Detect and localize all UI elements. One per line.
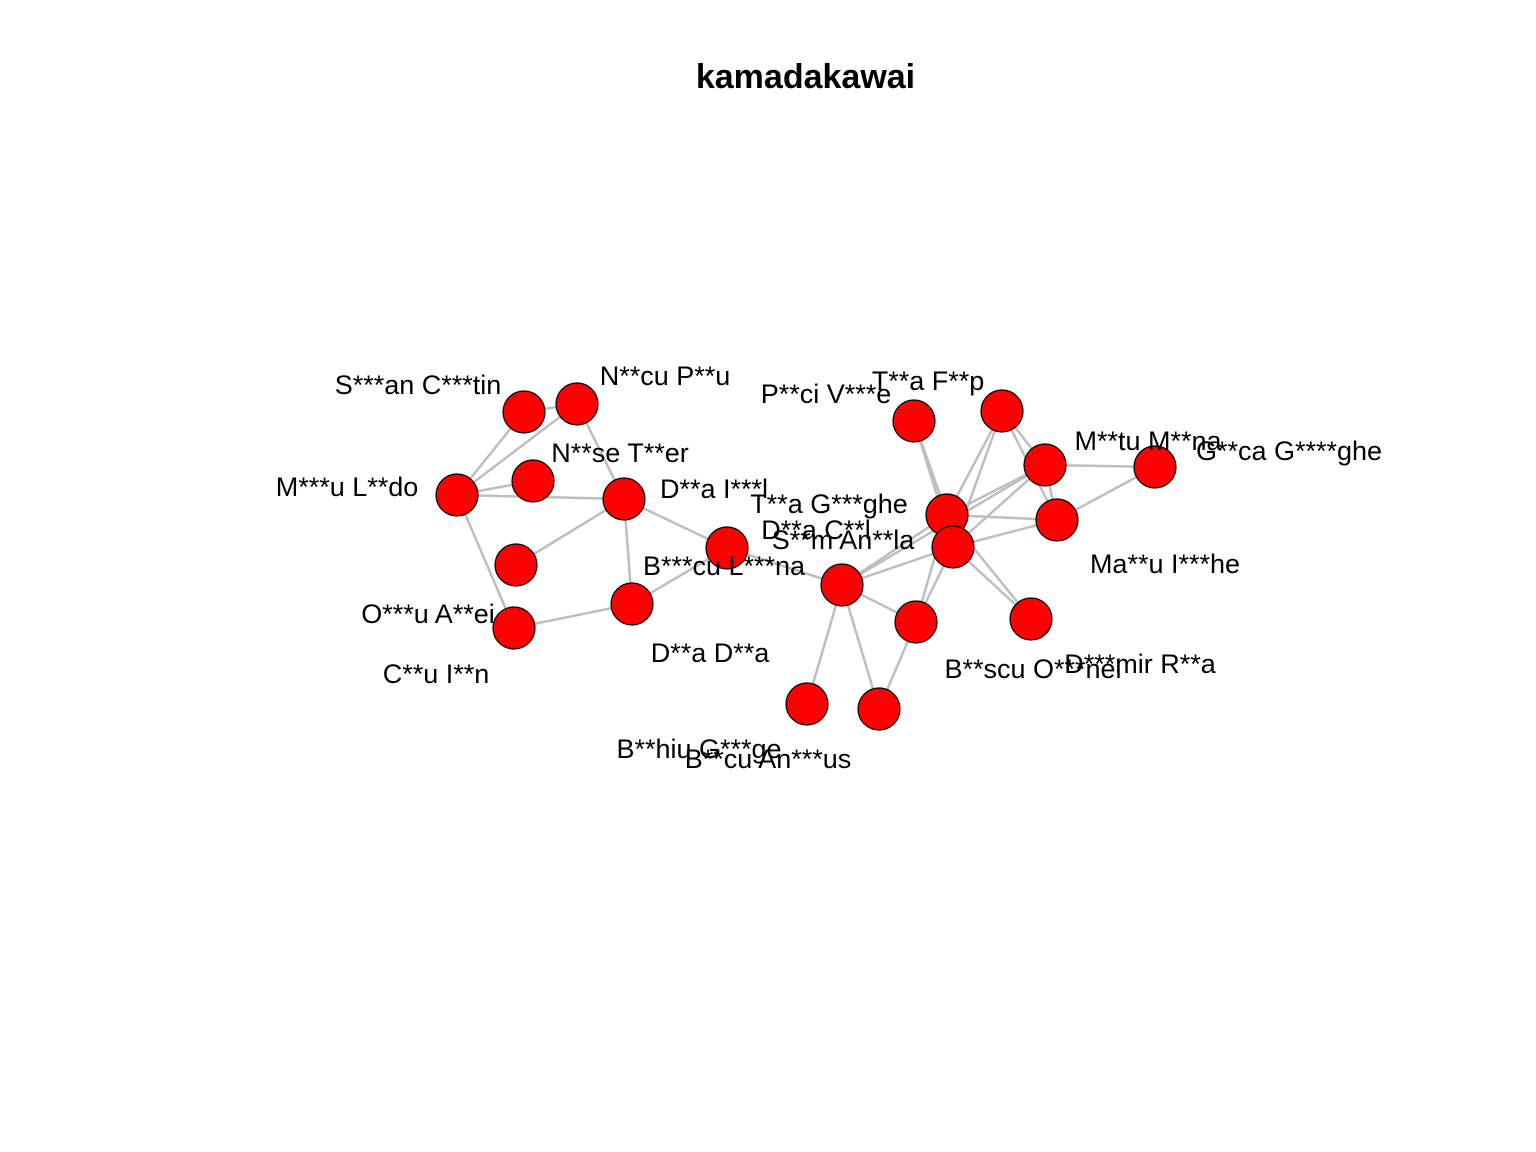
node-n9 — [705, 526, 749, 570]
node-label-n4: M***u L**do — [276, 472, 419, 502]
node-label-n19: M**tu M**na — [1074, 426, 1222, 456]
node-n3 — [511, 459, 555, 503]
edge-n4-n7 — [455, 494, 516, 629]
node-n10 — [820, 563, 864, 607]
node-n14 — [1009, 597, 1053, 641]
node-label-n11: B**hiu G***ge — [616, 734, 781, 764]
node-label-n1: S***an C***tin — [335, 370, 502, 400]
node-layer — [435, 382, 1177, 731]
node-label-n9: B***cu L***na — [643, 551, 806, 581]
node-n4 — [435, 473, 479, 517]
node-label-n2: N**cu P**u — [600, 361, 731, 391]
node-label-n21: Ma**u I***he — [1090, 549, 1240, 579]
node-n13 — [894, 600, 938, 644]
node-label-n13: B**scu O***nel — [944, 654, 1121, 684]
node-n12 — [857, 687, 901, 731]
node-n7 — [492, 606, 536, 650]
node-label-n15: D**a C**l — [761, 515, 871, 545]
node-label-n3: N**se T**er — [551, 438, 689, 468]
node-label-n17: P**ci V***e — [761, 379, 892, 409]
node-n16 — [931, 525, 975, 569]
node-label-n12: B**cu An***us — [685, 744, 852, 774]
node-n6 — [494, 543, 538, 587]
node-n19 — [1023, 443, 1067, 487]
node-n20 — [1133, 445, 1177, 489]
node-n11 — [785, 682, 829, 726]
graph-title: kamadakawai — [695, 58, 916, 96]
node-label-n6: O***u A**ei — [361, 599, 495, 629]
node-n2 — [555, 382, 599, 426]
node-n8 — [610, 582, 654, 626]
node-label-n7: C**u I**n — [383, 659, 490, 689]
label-layer: S***an C***tin N**cu P**u N**se T**er M***u… — [276, 361, 1382, 774]
node-n17 — [892, 399, 936, 443]
node-label-n16: T**a G***ghe — [750, 489, 908, 519]
node-n1 — [502, 390, 546, 434]
node-label-n5: D**a I***l — [660, 474, 768, 504]
node-label-n8: D**a D**a — [651, 638, 771, 668]
node-label-n10: S**m An**la — [772, 525, 916, 555]
node-n18 — [980, 389, 1024, 433]
node-label-n20: G**ca G****ghe — [1196, 436, 1382, 466]
node-label-n18: T**a F**p — [872, 366, 985, 396]
edge-n4-n2 — [456, 403, 578, 496]
node-n5 — [602, 477, 646, 521]
node-n21 — [1035, 498, 1079, 542]
node-label-n14: D***mir R**a — [1064, 649, 1217, 679]
